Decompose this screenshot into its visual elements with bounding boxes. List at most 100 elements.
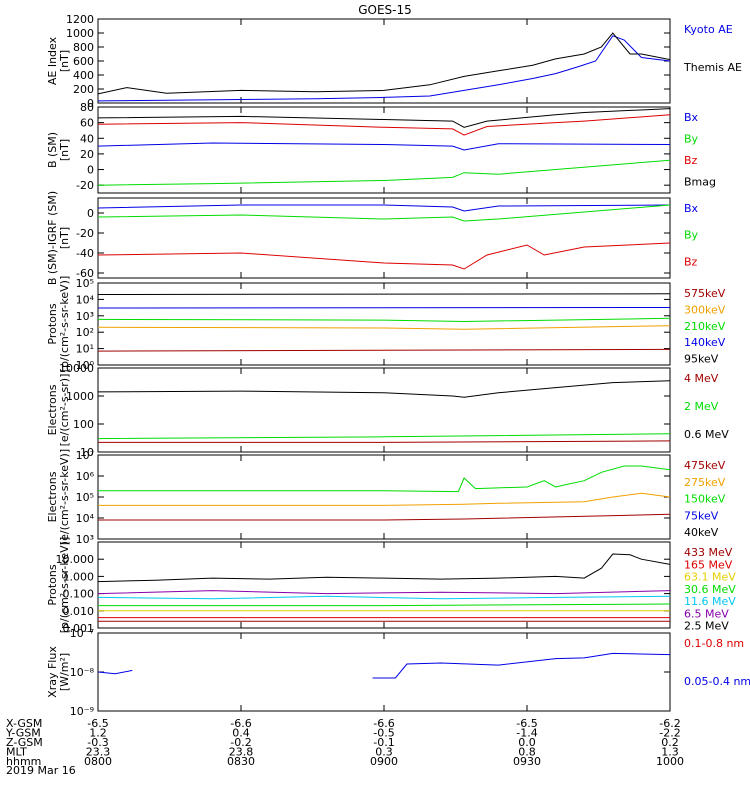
y-axis-label: Electrons[e/(cm²-s-sr)] xyxy=(46,374,71,447)
y-tick-label: 1.000 xyxy=(63,570,95,583)
y-tick-label: 400 xyxy=(73,69,94,82)
legend-433-mev: 433 MeV xyxy=(684,546,733,559)
y-tick-label: 100 xyxy=(73,418,94,431)
series-150kev xyxy=(98,465,671,493)
y-tick-label: 10⁵ xyxy=(76,491,94,504)
legend-2-mev: 2 MeV xyxy=(684,400,719,413)
y-tick-label: 20 xyxy=(80,148,94,161)
y-axis-label: B (SM)-IGRF (SM)[nT] xyxy=(46,191,71,285)
xaxis-row-label: MLT xyxy=(6,746,27,759)
xaxis-value: 0900 xyxy=(370,755,398,768)
legend-75kev: 75keV xyxy=(684,509,719,522)
xaxis-value: 0800 xyxy=(84,755,112,768)
xaxis-value: -6.6 xyxy=(230,717,251,730)
xaxis-value: -6.5 xyxy=(516,717,537,730)
y-tick-label: 200 xyxy=(73,83,94,96)
y-tick-label: 0.100 xyxy=(63,588,95,601)
xaxis-value: 0830 xyxy=(227,755,255,768)
series-4-mev xyxy=(98,440,671,443)
legend-300kev: 300keV xyxy=(684,303,726,316)
y-tick-label: -40 xyxy=(76,247,94,260)
legend-475kev: 475keV xyxy=(684,459,726,472)
panel-frame xyxy=(97,454,671,540)
panel-3: -60 -40 -20 0 B (SM)-IGRF (SM)[nT] Bx By Bz xyxy=(46,191,699,285)
panel-frame xyxy=(97,541,671,629)
series-30-6-mev xyxy=(98,603,671,607)
xaxis-value: -2.2 xyxy=(659,727,680,740)
y-tick-label: 80 xyxy=(80,101,94,114)
series-6-5-mev xyxy=(97,590,671,595)
y-tick-label: 0 xyxy=(87,164,94,177)
y-tick-label: -20 xyxy=(76,179,94,192)
series-bz xyxy=(97,242,671,270)
series-300kev xyxy=(97,325,671,330)
xaxis-value: -0.1 xyxy=(373,736,394,749)
xaxis-row-label: Z-GSM xyxy=(6,736,43,749)
y-tick-label: 10⁵ xyxy=(76,277,94,290)
series-bx xyxy=(97,142,671,151)
panel-2: -20 0 20 40 60 80 B (SM)[nT] Bx By Bz Bmag xyxy=(46,101,716,194)
legend-30-6-mev: 30.6 MeV xyxy=(684,583,736,596)
legend-0-1-0-8-nm: 0.1-0.8 nm xyxy=(684,637,744,650)
y-tick-label: 10⁻⁹ xyxy=(70,705,94,718)
legend-0-05-0-4-nm: 0.05-0.4 nm xyxy=(684,675,750,688)
xaxis-value: 1000 xyxy=(656,755,684,768)
date-label: 2019 Mar 16 xyxy=(6,764,76,777)
xaxis-value: 1.2 xyxy=(89,727,107,740)
y-tick-label: 10⁴ xyxy=(76,293,95,306)
y-tick-label: 10⁻⁸ xyxy=(70,666,95,679)
xaxis-value: -0.5 xyxy=(373,727,394,740)
xaxis-value: -1.4 xyxy=(516,727,537,740)
y-tick-label: 1000 xyxy=(66,27,94,40)
series-475kev xyxy=(98,513,671,521)
y-axis-label: Electrons[e/(cm²-s-sr-keV)] xyxy=(46,449,71,545)
xaxis-value: 23.3 xyxy=(86,746,111,759)
panel-6: 10³ 10⁴ 10⁵ 10⁶ 10⁷ Electrons[e/(cm²-s-sr-keV… xyxy=(46,449,726,546)
y-tick-label: 40 xyxy=(80,132,94,145)
series-575kev xyxy=(97,348,671,352)
xaxis-value: 0930 xyxy=(513,755,541,768)
y-tick-label: 1200 xyxy=(66,13,94,26)
y-tick-label: 10000 xyxy=(59,362,94,375)
legend-575kev: 575keV xyxy=(684,287,726,300)
legend-0-6-mev: 0.6 MeV xyxy=(684,428,729,441)
y-tick-label: 0.001 xyxy=(63,622,95,635)
y-axis-label: B (SM)[nT] xyxy=(46,132,71,168)
xaxis-value: 0.3 xyxy=(375,746,393,759)
series-210kev xyxy=(97,317,671,323)
y-tick-label: 60 xyxy=(80,117,94,130)
legend-210kev: 210keV xyxy=(684,320,726,333)
legend-140kev: 140keV xyxy=(684,336,726,349)
series-140kev xyxy=(97,307,671,309)
panel-frame xyxy=(97,367,671,453)
series-95kev xyxy=(97,293,671,295)
xaxis-row-label: Y-GSM xyxy=(5,727,41,740)
y-tick-label: 0 xyxy=(87,97,94,110)
series-275kev xyxy=(98,492,671,506)
xaxis-value: -6.2 xyxy=(659,717,680,730)
xaxis-value: -0.2 xyxy=(230,736,251,749)
xaxis-value: 0.0 xyxy=(518,736,536,749)
xaxis-value: -6.5 xyxy=(87,717,108,730)
y-axis-label: AE Index[nT] xyxy=(46,36,71,85)
y-tick-label: 10.000 xyxy=(56,553,95,566)
legend-63-1-mev: 63.1 MeV xyxy=(684,571,736,584)
xaxis-value: -6.6 xyxy=(373,717,394,730)
xaxis-value: 0.4 xyxy=(232,727,250,740)
legend-themis-ae: Themis AE xyxy=(683,61,742,74)
y-tick-label: 10² xyxy=(76,326,94,339)
y-tick-label: 800 xyxy=(73,41,94,54)
legend-275kev: 275keV xyxy=(684,476,726,489)
y-tick-label: 10 xyxy=(80,446,94,459)
y-tick-label: 10⁶ xyxy=(76,470,95,483)
y-tick-label: 10⁰ xyxy=(76,359,95,372)
legend-bmag: Bmag xyxy=(684,176,716,189)
legend-95kev: 95keV xyxy=(684,353,719,366)
y-tick-label: 10⁷ xyxy=(76,449,94,462)
legend-bz: Bz xyxy=(684,255,698,268)
y-tick-label: -20 xyxy=(76,227,94,240)
